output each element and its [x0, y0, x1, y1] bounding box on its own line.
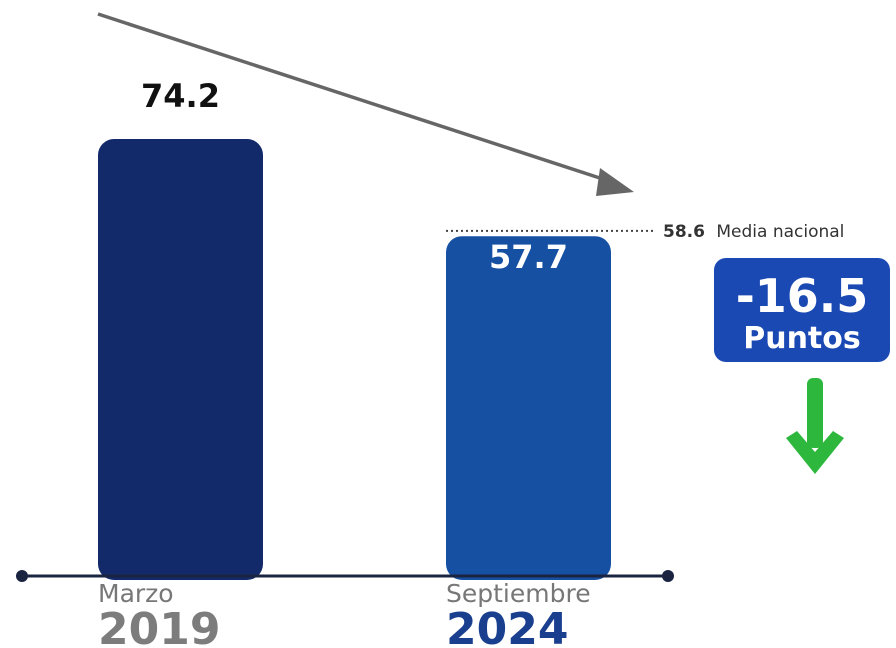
reference-line-value: 58.6 [663, 222, 705, 242]
change-badge: -16.5 Puntos [714, 258, 890, 362]
reference-line-label: 58.6 Media nacional [663, 222, 844, 242]
bar-septiembre-2024 [446, 236, 611, 580]
bar-value-label-2019: 74.2 [141, 77, 220, 115]
reference-line-name: Media nacional [716, 222, 844, 242]
trend-arrow-icon [97, 12, 634, 196]
category-year-2024: 2024 [446, 604, 568, 648]
category-month-2024: Septiembre [446, 579, 591, 608]
change-value: -16.5 [736, 269, 869, 323]
change-unit: Puntos [743, 321, 861, 356]
axis-left-dot [16, 570, 28, 582]
axis-right-dot [662, 570, 674, 582]
category-year-2019: 2019 [98, 604, 220, 648]
bar-value-label-2024: 57.7 [489, 238, 568, 276]
arrow-down-icon [786, 378, 844, 474]
bar-marzo-2019 [98, 139, 263, 581]
category-month-2019: Marzo [98, 579, 174, 608]
